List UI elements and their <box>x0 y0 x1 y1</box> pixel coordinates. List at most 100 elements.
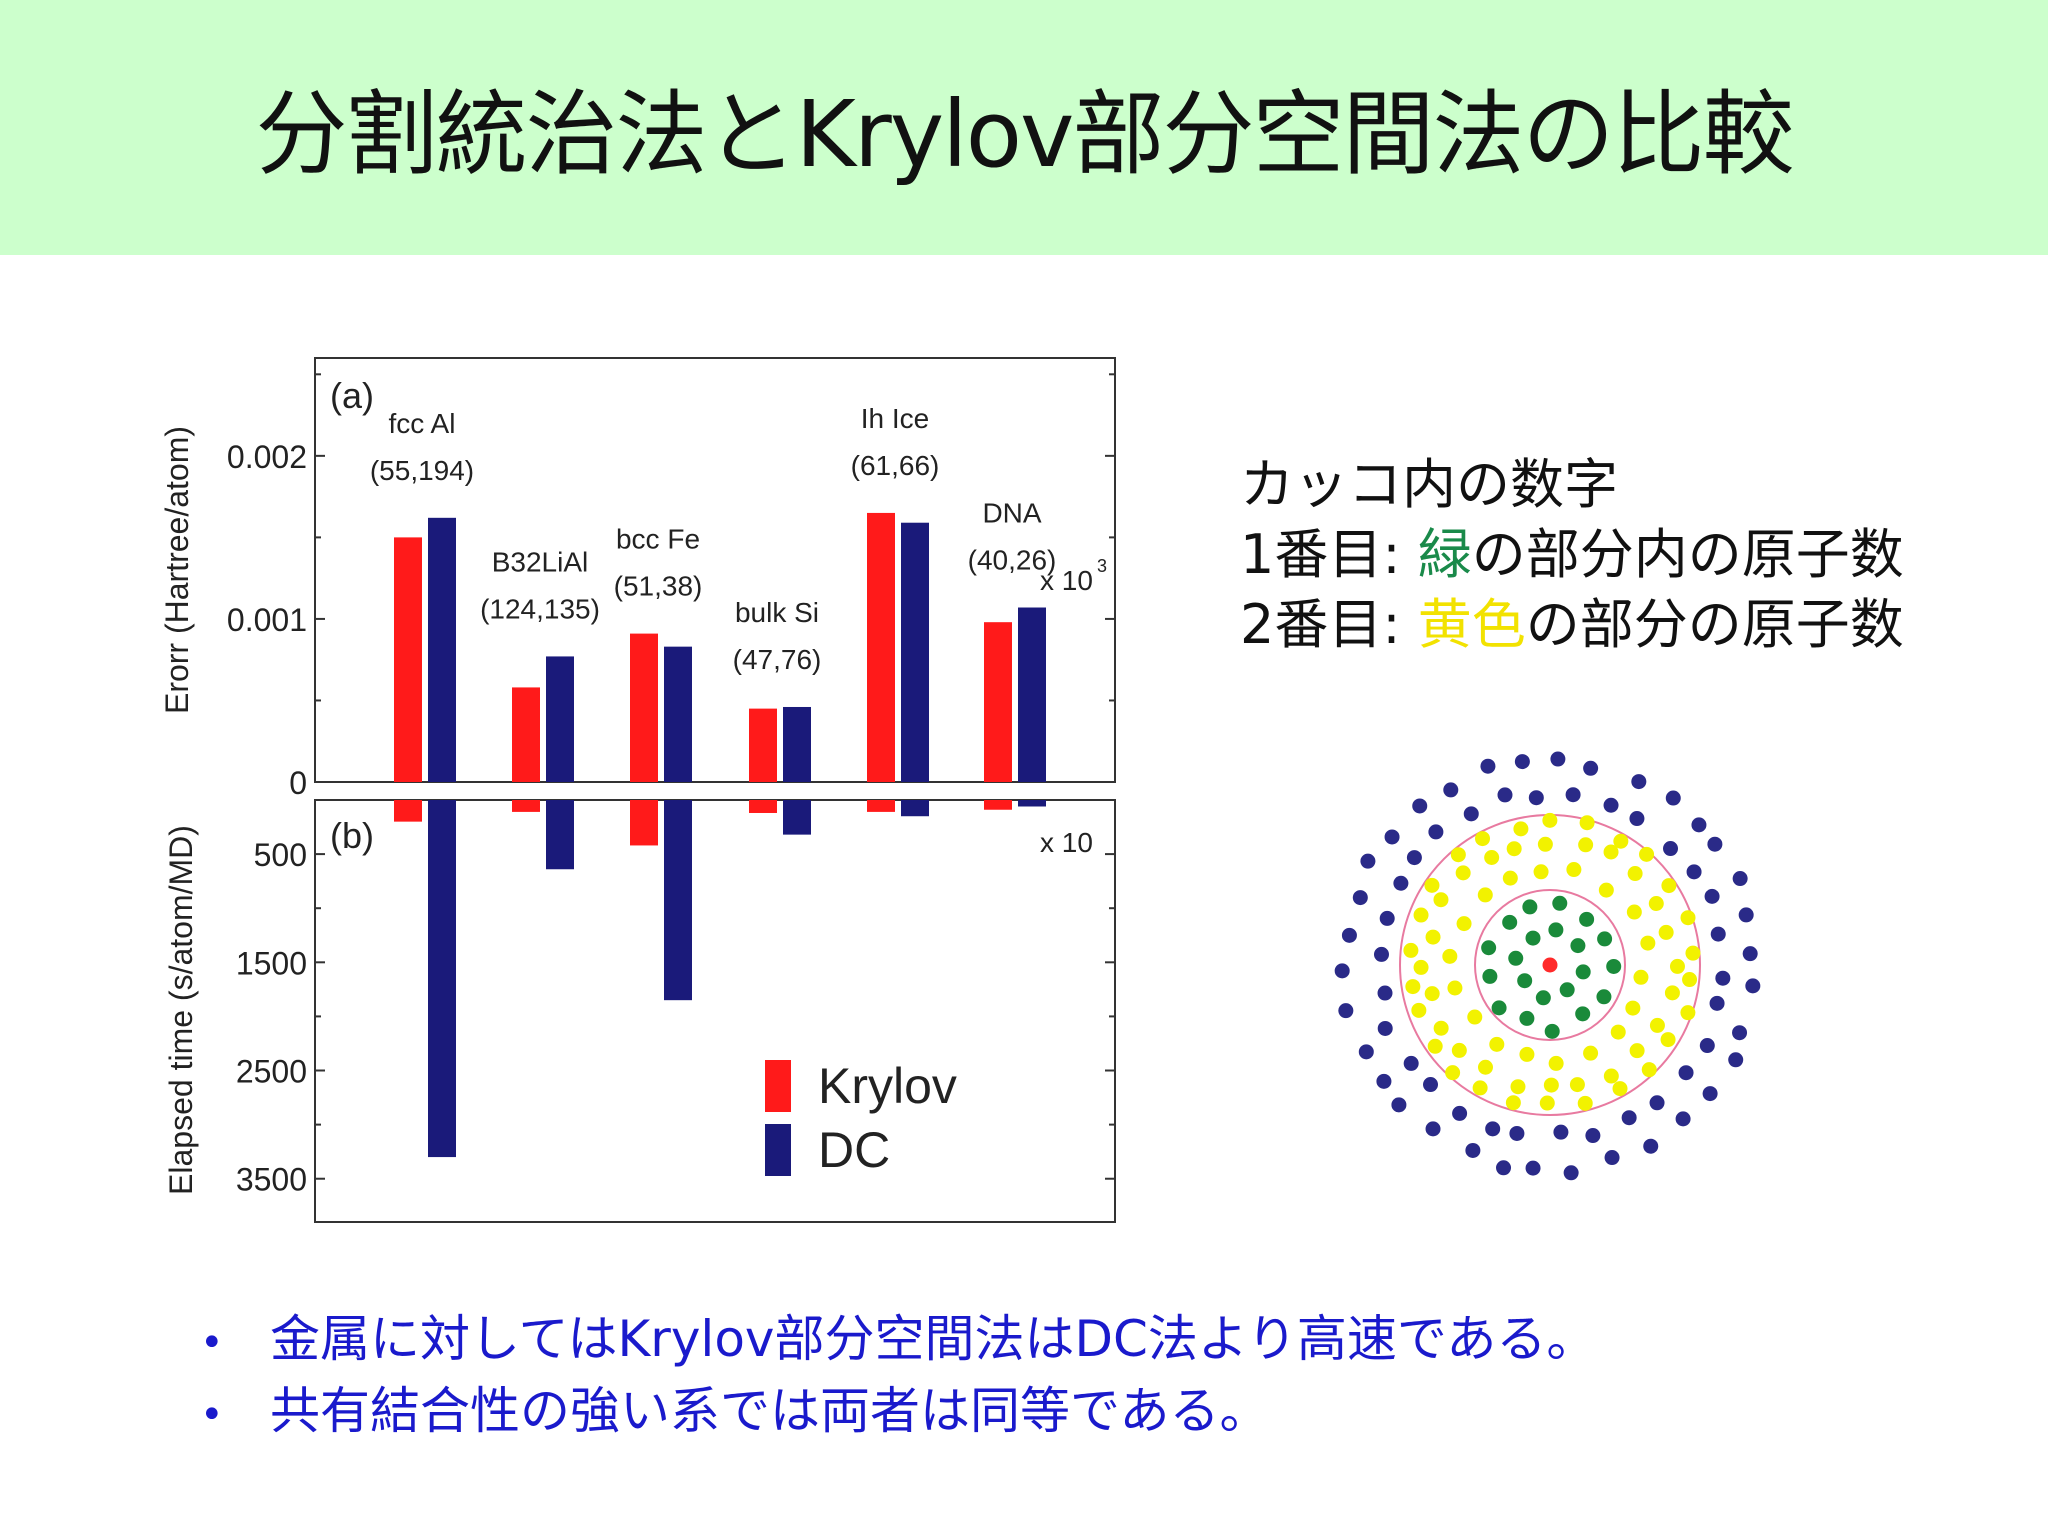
green-atom <box>1596 989 1612 1005</box>
legend-label: DC <box>818 1122 890 1178</box>
outer-atom <box>1384 829 1400 845</box>
inner-boundary-circle <box>1474 889 1626 1041</box>
atom-partition-diagram <box>1334 751 1761 1181</box>
outer-atom <box>1360 853 1376 869</box>
outer-atom <box>1707 836 1723 852</box>
multiplier-label: x 10 <box>1040 565 1093 596</box>
yellow-atom <box>1477 1059 1493 1075</box>
yellow-atom <box>1475 831 1491 847</box>
outer-atom <box>1509 1125 1525 1141</box>
bullet-text: 共有結合性の強い系では両者は同等である。 <box>270 1382 1270 1440</box>
note-green-word: 緑 <box>1417 523 1472 586</box>
bar-dc-error <box>901 522 929 782</box>
bar-krylov-time <box>512 800 540 812</box>
panel-a: 0 0.001 0.002 Erorr (Hartree/atom) (a) x 10 3 f… <box>159 357 1116 801</box>
outer-atom <box>1480 758 1496 774</box>
yellow-atom <box>1405 979 1421 995</box>
yellow-atom <box>1598 882 1614 898</box>
panel-label: (b) <box>330 815 374 856</box>
outer-atom <box>1745 978 1761 994</box>
category-count-label: (47,76) <box>733 644 822 675</box>
category-label: DNA <box>982 498 1041 529</box>
yellow-atom <box>1425 929 1441 945</box>
multiplier-exponent: 3 <box>1097 556 1107 576</box>
outer-atom <box>1732 871 1748 887</box>
yellow-atom <box>1680 1005 1696 1021</box>
outer-atom <box>1393 875 1409 891</box>
bullet-list: • 金属に対してはKrylov部分空間法はDC法より高速である。 • 共有結合性の強… <box>200 1305 1596 1449</box>
yellow-atom <box>1411 1002 1427 1018</box>
outer-atom <box>1691 817 1707 833</box>
yellow-atom <box>1640 935 1656 951</box>
outer-atom <box>1563 1165 1579 1181</box>
yellow-atom <box>1506 841 1522 857</box>
bar-krylov-time <box>984 800 1012 810</box>
y-axis-label: Erorr (Hartree/atom) <box>159 426 195 714</box>
outer-atom <box>1709 995 1725 1011</box>
yellow-atom <box>1583 1045 1599 1061</box>
outer-atom <box>1550 751 1566 767</box>
outer-atom <box>1452 1105 1468 1121</box>
yellow-atom <box>1641 1062 1657 1078</box>
yellow-atom <box>1669 958 1685 974</box>
outer-atom <box>1485 1121 1501 1137</box>
yellow-atom <box>1433 892 1449 908</box>
yellow-atom <box>1613 833 1629 849</box>
bar-krylov-error <box>512 687 540 782</box>
yellow-atom <box>1533 864 1549 880</box>
outer-atom <box>1377 985 1393 1001</box>
bullet-dot-icon: • <box>200 1392 224 1438</box>
yellow-atom <box>1505 1095 1521 1111</box>
outer-atom <box>1675 1111 1691 1127</box>
green-atom <box>1597 931 1613 947</box>
outer-atom <box>1334 963 1350 979</box>
bar-dc-error <box>664 646 692 782</box>
outer-atom <box>1373 946 1389 962</box>
note-line-2-suffix: の部分の原子数 <box>1525 593 1904 656</box>
green-atom <box>1535 990 1551 1006</box>
title-bar: 分割統治法とKrylov部分空間法の比較 <box>0 0 2048 255</box>
bullet-item: • 金属に対してはKrylov部分空間法はDC法より高速である。 <box>200 1305 1596 1377</box>
outer-atom <box>1403 1055 1419 1071</box>
bar-dc-time <box>546 800 574 870</box>
outer-atom <box>1525 1160 1541 1176</box>
yellow-atom <box>1477 887 1493 903</box>
yellow-atom <box>1625 1000 1641 1016</box>
yellow-atom <box>1539 1095 1555 1111</box>
yellow-atom <box>1424 877 1440 893</box>
outer-atom <box>1376 1073 1392 1089</box>
outer-atom <box>1585 1128 1601 1144</box>
yellow-atom <box>1569 1077 1585 1093</box>
yellow-atom <box>1639 846 1655 862</box>
y-tick-label: 0.001 <box>227 602 307 638</box>
green-atom <box>1544 1023 1560 1039</box>
bar-dc-time <box>664 800 692 1001</box>
legend-swatch <box>765 1060 791 1112</box>
outer-atom <box>1341 927 1357 943</box>
yellow-atom <box>1510 1079 1526 1095</box>
yellow-atom <box>1603 1068 1619 1084</box>
outer-atom <box>1678 1065 1694 1081</box>
outer-atom <box>1631 774 1647 790</box>
green-atom <box>1552 895 1568 911</box>
green-atom <box>1548 922 1564 938</box>
yellow-atom <box>1456 916 1472 932</box>
bullet-text: 金属に対してはKrylov部分空間法はDC法より高速である。 <box>270 1310 1597 1368</box>
note-heading: カッコ内の数字 <box>1240 453 1618 516</box>
slide-title: 分割統治法とKrylov部分空間法の比較 <box>255 81 1795 188</box>
outer-atom <box>1742 946 1758 962</box>
yellow-atom <box>1578 837 1594 853</box>
note-line-2: 2番目: 黄色の部分の原子数 <box>1240 590 1904 660</box>
panel-label: (a) <box>330 375 374 416</box>
outer-atom <box>1391 1097 1407 1113</box>
bar-krylov-time <box>867 800 895 812</box>
bar-dc-error <box>428 517 456 782</box>
note-line-1-suffix: の部分内の原子数 <box>1471 523 1904 586</box>
yellow-atom <box>1467 1009 1483 1025</box>
green-atom <box>1482 968 1498 984</box>
outer-atom <box>1497 787 1513 803</box>
outer-atom <box>1379 910 1395 926</box>
outer-atom <box>1732 1025 1748 1041</box>
outer-atom <box>1686 864 1702 880</box>
